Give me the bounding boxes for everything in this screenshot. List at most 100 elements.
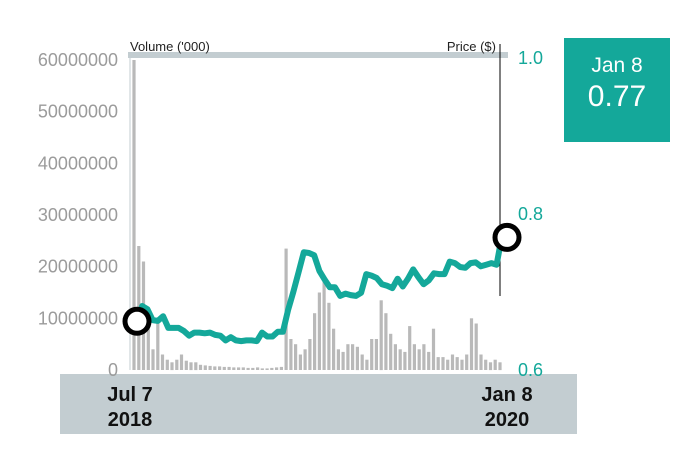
volume-bar: [351, 344, 355, 370]
volume-tick-label: 60000000: [38, 50, 118, 70]
volume-bar: [336, 349, 340, 370]
x-end-date: Jan 8: [481, 384, 532, 406]
volume-bar: [165, 359, 169, 370]
volume-bar: [246, 367, 250, 370]
volume-bar: [256, 367, 260, 370]
volume-bar: [332, 328, 336, 370]
volume-bar: [374, 339, 378, 370]
price-tick-label: 0.6: [518, 360, 543, 380]
volume-bar: [208, 365, 212, 370]
volume-bar: [474, 323, 478, 370]
volume-bar: [427, 351, 431, 370]
volume-bar: [365, 359, 369, 370]
volume-bar: [327, 302, 331, 370]
volume-bar: [151, 349, 155, 370]
x-start-year: 2018: [108, 409, 153, 431]
volume-bar: [431, 328, 436, 370]
volume-bar: [227, 366, 231, 370]
volume-bar: [237, 367, 241, 370]
x-axis-band: [60, 374, 577, 434]
volume-bar: [341, 351, 345, 370]
price-tick-label: 0.8: [518, 204, 543, 224]
volume-bar: [379, 300, 383, 371]
volume-bar: [294, 344, 298, 370]
volume-bar: [198, 364, 203, 370]
start-marker: [122, 306, 152, 336]
volume-bar: [469, 318, 474, 370]
price-tick-labels: 1.0 0.8 0.6: [518, 48, 543, 380]
volume-tick-label: 10000000: [38, 308, 118, 328]
volume-bar: [146, 318, 150, 370]
volume-bar: [370, 339, 374, 370]
volume-bar: [479, 354, 483, 370]
volume-bar: [218, 366, 222, 370]
volume-bar: [260, 368, 264, 370]
volume-bar: [493, 359, 497, 370]
volume-bar: [160, 354, 165, 370]
volume-bar: [289, 339, 293, 370]
volume-bar: [360, 354, 364, 370]
volume-bar: [412, 344, 416, 370]
volume-bar: [465, 354, 469, 370]
price-tick-label: 1.0: [518, 48, 543, 68]
volume-bar: [498, 362, 502, 371]
volume-bar: [398, 349, 402, 370]
volume-bar: [313, 313, 317, 370]
volume-bar: [275, 367, 279, 370]
price-line: [134, 233, 510, 345]
volume-bar: [175, 359, 179, 370]
volume-bar: [403, 351, 407, 370]
volume-bar: [346, 344, 350, 370]
volume-bar: [194, 362, 198, 371]
volume-tick-labels: 60000000 50000000 40000000 30000000 20000000…: [38, 50, 118, 380]
volume-bar: [484, 359, 488, 370]
volume-bar: [189, 362, 193, 371]
x-start-date: Jul 7: [107, 384, 153, 406]
x-end-year: 2020: [485, 409, 530, 431]
volume-bar: [222, 366, 226, 370]
end-marker: [492, 222, 522, 252]
volume-bar: [317, 292, 321, 370]
top-frame-bar: [128, 52, 508, 58]
price-axis-title: Price ($): [447, 39, 496, 54]
volume-bar: [355, 346, 359, 371]
volume-bar: [422, 344, 426, 370]
latest-price-callout: Jan 8 0.77: [564, 38, 670, 142]
volume-bar: [170, 362, 174, 371]
volume-tick-label: 30000000: [38, 205, 118, 225]
volume-bar: [455, 357, 459, 370]
volume-bar: [279, 366, 283, 370]
volume-bar: [184, 360, 188, 370]
volume-tick-label: 20000000: [38, 257, 118, 277]
volume-bar: [308, 339, 312, 370]
volume-bar: [251, 367, 255, 370]
volume-tick-label: 50000000: [38, 102, 118, 122]
volume-bar: [203, 365, 207, 370]
volume-bar: [179, 354, 184, 370]
volume-bar: [298, 354, 302, 370]
volume-bar: [265, 368, 269, 370]
volume-bar: [436, 357, 440, 370]
volume-bar: [322, 279, 326, 370]
volume-bar: [303, 349, 307, 370]
volume-bar: [441, 357, 445, 370]
volume-tick-label: 40000000: [38, 153, 118, 173]
callout-date: Jan 8: [591, 54, 643, 77]
volume-bars: [132, 60, 502, 371]
volume-bar: [389, 333, 393, 370]
volume-bar: [156, 323, 160, 370]
price-line-group: [122, 222, 522, 345]
volume-axis-title: Volume ('000): [130, 39, 210, 54]
volume-bar: [270, 367, 274, 370]
volume-bar: [241, 367, 245, 370]
volume-bar: [232, 367, 236, 370]
volume-bar: [446, 359, 450, 370]
volume-bar: [450, 354, 455, 370]
volume-bar: [384, 313, 388, 370]
volume-bar: [488, 362, 493, 371]
volume-bar: [417, 349, 421, 370]
volume-bar: [132, 60, 136, 370]
callout-value: 0.77: [587, 80, 647, 113]
volume-bar: [393, 344, 397, 370]
